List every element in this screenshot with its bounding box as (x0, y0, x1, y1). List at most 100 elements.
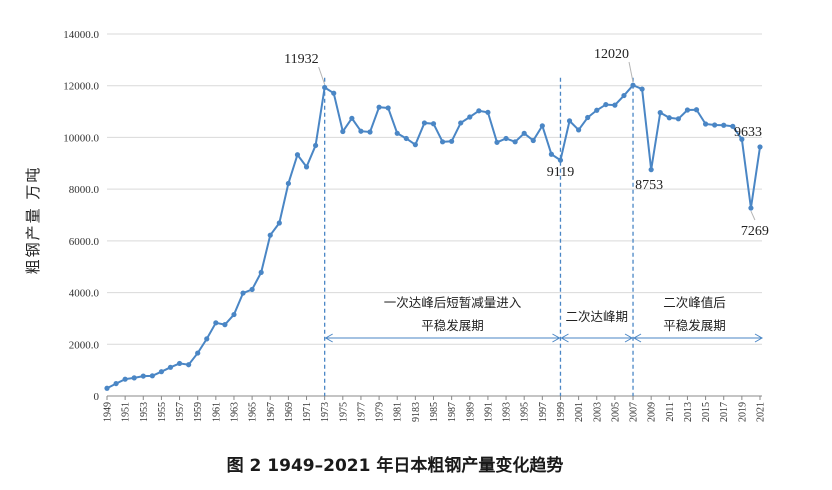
x-tick-label: 1955 (157, 402, 168, 422)
data-point (412, 142, 418, 148)
data-point (367, 129, 373, 135)
annotation-trough-2009: 8753 (635, 178, 663, 193)
data-point (594, 107, 600, 113)
annotation-leader (318, 66, 326, 85)
x-tick-label: 2017 (719, 402, 730, 422)
period-label-line1: 一次达峰后短暂减量进入 (384, 295, 522, 310)
x-tick-label: 2013 (683, 402, 694, 422)
data-point (358, 128, 364, 134)
y-tick-label: 6000.0 (69, 236, 100, 248)
annotation-trough-2020: 7269 (741, 224, 769, 239)
x-tick-label: 2007 (629, 402, 640, 422)
x-tick-label: 1997 (538, 402, 549, 422)
y-tick-label: 14000.0 (63, 29, 99, 41)
data-point (621, 92, 627, 99)
period-label-line2: 平稳发展期 (663, 318, 726, 333)
data-point (449, 138, 455, 144)
data-point (158, 369, 165, 375)
period-label-line1: 二次达峰期 (565, 309, 628, 324)
x-tick-label: 1979 (375, 402, 386, 422)
x-tick-label: 1989 (465, 402, 476, 422)
arrow-head-left (560, 333, 569, 343)
data-point (648, 167, 654, 173)
annotation-leader (750, 210, 756, 221)
data-point (539, 123, 545, 129)
arrow-head-right (552, 333, 561, 343)
data-point (684, 107, 691, 113)
data-point (566, 118, 573, 124)
x-tick-label: 1963 (229, 402, 240, 422)
data-point (376, 104, 382, 110)
x-tick-label: 1987 (447, 402, 458, 422)
data-point (467, 114, 473, 120)
x-tick-label: 1951 (121, 402, 132, 422)
data-point (222, 322, 228, 328)
period-label-line1: 二次峰值后 (663, 295, 726, 310)
data-point (294, 152, 301, 158)
arrow-head-right (624, 333, 634, 343)
data-point (385, 105, 391, 111)
data-point (512, 139, 518, 145)
x-tick-label: 1991 (483, 402, 494, 422)
data-point (639, 86, 645, 92)
data-point (630, 82, 636, 88)
x-tick-label: 1995 (520, 402, 531, 422)
period-divider-lines (324, 77, 634, 396)
data-point (267, 232, 273, 238)
period-arrows (324, 333, 764, 343)
y-tick-label: 4000.0 (69, 288, 100, 300)
data-point (231, 311, 237, 318)
data-point (666, 115, 672, 121)
data-point (503, 135, 509, 142)
data-point (403, 135, 409, 142)
annotation-2021: 9633 (734, 125, 762, 140)
data-point (439, 139, 446, 145)
data-point (140, 373, 146, 379)
series-line (106, 83, 761, 390)
x-tick-label: 1973 (320, 402, 331, 422)
data-point (113, 380, 119, 387)
data-point (104, 385, 110, 391)
x-tick-label: 2019 (737, 402, 748, 422)
x-tick-label: 1999 (556, 402, 567, 422)
y-axis-label: 粗钢产量 万吨 (24, 166, 42, 275)
x-tick-label: 1977 (356, 402, 367, 422)
data-point (394, 130, 400, 136)
x-tick-label: 2009 (647, 402, 658, 422)
x-tick-label: 1993 (502, 402, 513, 422)
x-tick-label: 1959 (193, 402, 204, 422)
data-point (612, 102, 618, 108)
y-tick-label: 8000.0 (69, 184, 100, 196)
data-point (721, 122, 727, 128)
x-tick-label: 1953 (139, 402, 150, 422)
data-point (195, 350, 201, 356)
annotation-peak-1973: 11932 (284, 52, 318, 67)
data-point (349, 115, 355, 121)
data-point (702, 121, 709, 127)
data-point (303, 164, 310, 170)
data-point (603, 101, 609, 108)
data-point (739, 136, 745, 142)
data-point (249, 286, 255, 293)
x-tick-label: 1975 (338, 402, 349, 422)
data-point (430, 121, 437, 127)
data-point (730, 123, 736, 129)
data-point (458, 120, 464, 126)
data-point (204, 336, 210, 342)
x-tick-label: 2005 (610, 402, 621, 422)
data-point (657, 110, 663, 116)
data-point (521, 130, 527, 136)
data-point (712, 122, 718, 128)
gridlines (107, 33, 762, 397)
arrow-head-left (633, 333, 642, 343)
data-point (176, 360, 183, 367)
data-point (331, 90, 337, 96)
data-point (693, 107, 700, 113)
data-point (494, 139, 500, 145)
data-point (276, 220, 282, 226)
arrow-head-right (754, 333, 764, 343)
x-tick-label: 2011 (665, 402, 676, 422)
figure-caption: 图 2 1949–2021 年日本粗钢产量变化趋势 (227, 455, 564, 476)
data-point (530, 137, 536, 144)
data-point (167, 364, 174, 370)
